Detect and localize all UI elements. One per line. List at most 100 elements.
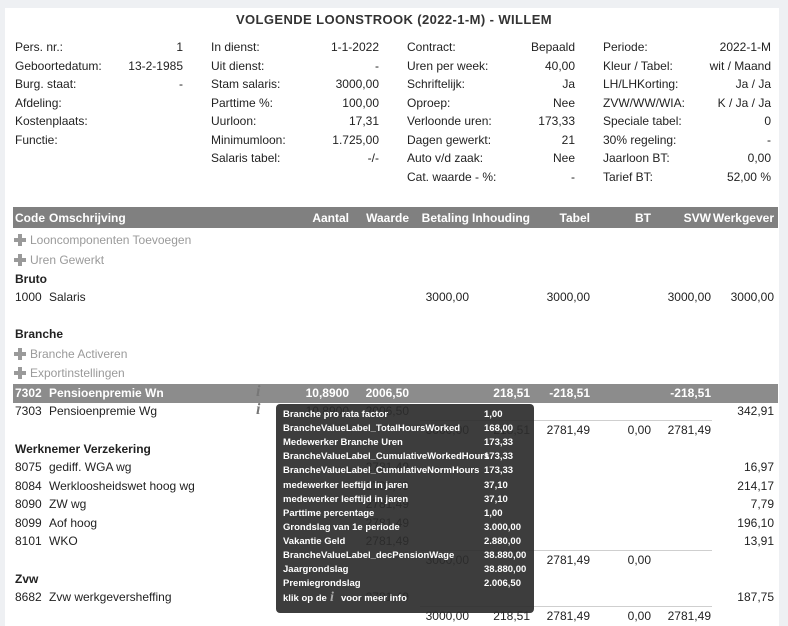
table-header	[13, 207, 778, 228]
column-header: Code	[15, 211, 45, 225]
tooltip-footer: voor meer info	[341, 593, 407, 604]
cell-tabel: 2781,49	[546, 423, 590, 437]
cell-code: 7302	[15, 386, 42, 400]
info-label: Uurloon:	[211, 114, 257, 128]
info-label: Parttime %:	[211, 95, 274, 110]
subtotal-line	[420, 550, 712, 551]
info-value: -	[375, 58, 379, 73]
subtotal-line	[420, 606, 712, 607]
tooltip-label: medewerker leeftijd in jaren	[283, 479, 409, 491]
info-label: Pers. nr.:	[15, 40, 64, 54]
tooltip-value: 1,00	[484, 409, 503, 420]
info-icon[interactable]: i	[256, 401, 261, 418]
info-label: LH/LHKorting:	[603, 77, 679, 91]
info-label: Schriftelijk:	[407, 77, 466, 91]
subtotal-line	[420, 420, 712, 421]
info-value: K / Ja / Ja	[717, 95, 771, 110]
tooltip-label: Premiegrondslag	[283, 578, 361, 590]
cell-svw: -218,51	[670, 386, 711, 400]
section-title: Branche	[15, 327, 64, 341]
tooltip	[276, 404, 534, 613]
tooltip-label: BrancheValueLabel_CumulativeWorkedHours	[283, 451, 490, 463]
info-value: 100,00	[342, 95, 379, 110]
info-label: Kleur / Tabel:	[603, 58, 673, 73]
cell-svw: 2781,49	[667, 609, 711, 623]
info-value: 40,00	[544, 58, 575, 73]
cell-waarde: 2006,50	[365, 386, 409, 400]
cell-tabel: 2781,49	[546, 553, 590, 567]
info-label: Periode:	[603, 40, 648, 54]
info-label: Tarief BT:	[603, 169, 654, 184]
cell-aantal: 10,8900	[305, 386, 349, 400]
tooltip-info-icon: i	[330, 590, 334, 605]
tooltip-value: 168,00	[484, 423, 514, 435]
cell-tabel: -218,51	[549, 386, 590, 400]
cell-werkgever: 16,97	[743, 460, 774, 474]
info-label: Dagen gewerkt:	[407, 132, 492, 147]
info-value: -	[767, 132, 771, 147]
action-link[interactable]: Uren Gewerkt	[30, 253, 105, 267]
info-label: 30% regeling:	[603, 132, 677, 147]
tooltip-label: Jaargrondslag	[283, 564, 349, 576]
info-label: Burg. staat:	[15, 77, 77, 91]
info-value: 0,00	[747, 151, 771, 165]
plus-icon	[14, 348, 26, 360]
cell-code: 8101	[15, 534, 42, 548]
cell-omschrijving: Pensioenpremie Wn	[49, 386, 164, 400]
tooltip-value: 2.006,50	[484, 578, 521, 590]
info-value: Ja / Ja	[735, 77, 771, 91]
tooltip-label: Grondslag van 1e periode	[283, 521, 400, 533]
cell-werkgever: 3000,00	[730, 290, 774, 304]
column-header: BT	[635, 211, 651, 225]
cell-code: 8099	[15, 516, 42, 530]
cell-tabel: 2781,49	[546, 609, 590, 623]
cell-werkgever: 214,17	[737, 479, 774, 493]
info-label: Functie:	[15, 132, 58, 147]
plus-icon	[14, 367, 26, 379]
cell-omschrijving: Werkloosheidswet hoog wg	[49, 479, 195, 493]
info-value: 21	[561, 132, 575, 147]
tooltip-label: Branche pro rata factor	[283, 409, 389, 420]
info-icon[interactable]: i	[256, 383, 261, 400]
cell-werkgever: 342,91	[737, 404, 774, 418]
cell-bt: 0,00	[627, 609, 651, 623]
info-label: Geboortedatum:	[15, 58, 102, 73]
cell-werkgever: 13,91	[743, 534, 774, 548]
info-label: Salaris tabel:	[211, 151, 281, 165]
info-label: Kostenplaats:	[15, 114, 88, 128]
cell-werkgever: 196,10	[737, 516, 774, 530]
info-label: Stam salaris:	[211, 77, 281, 91]
column-header: Betaling	[421, 211, 469, 225]
cell-omschrijving: ZW wg	[49, 497, 87, 511]
info-label: ZVW/WW/WIA:	[603, 95, 685, 110]
info-value: Ja	[562, 77, 575, 91]
cell-code: 7303	[15, 404, 42, 418]
cell-code: 8090	[15, 497, 42, 511]
tooltip-value: 173,33	[484, 437, 514, 449]
info-label: Verloonde uren:	[407, 114, 492, 128]
action-link[interactable]: Exportinstellingen	[30, 366, 125, 380]
tooltip-value: 38.880,00	[484, 564, 527, 576]
cell-bt: 0,00	[627, 553, 651, 567]
info-label: Afdeling:	[15, 95, 62, 110]
info-value: 17,31	[348, 114, 379, 128]
column-header: Waarde	[366, 211, 409, 225]
action-link[interactable]: Looncomponenten Toevoegen	[30, 233, 192, 247]
info-value: -	[571, 169, 575, 184]
cell-omschrijving: gediff. WGA wg	[49, 460, 132, 474]
info-value: -/-	[367, 151, 379, 165]
column-header: Inhouding	[472, 211, 530, 225]
tooltip-label: BrancheValueLabel_decPensionWage	[283, 550, 455, 561]
cell-werkgever: 187,75	[737, 590, 774, 604]
tooltip-label: Parttime percentage	[283, 507, 375, 519]
title: VOLGENDE LOONSTROOK (2022-1-M) - WILLEM	[235, 12, 553, 27]
tooltip-value: 37,10	[484, 479, 508, 491]
section-title: Zvw	[15, 572, 39, 586]
tooltip-value: 38.880,00	[484, 550, 527, 561]
action-link[interactable]: Branche Activeren	[30, 347, 128, 361]
cell-svw: 2781,49	[667, 423, 711, 437]
info-label: Minimumloon:	[211, 132, 286, 147]
info-value: 1	[176, 40, 183, 54]
info-value: 2022-1-M	[719, 40, 771, 54]
